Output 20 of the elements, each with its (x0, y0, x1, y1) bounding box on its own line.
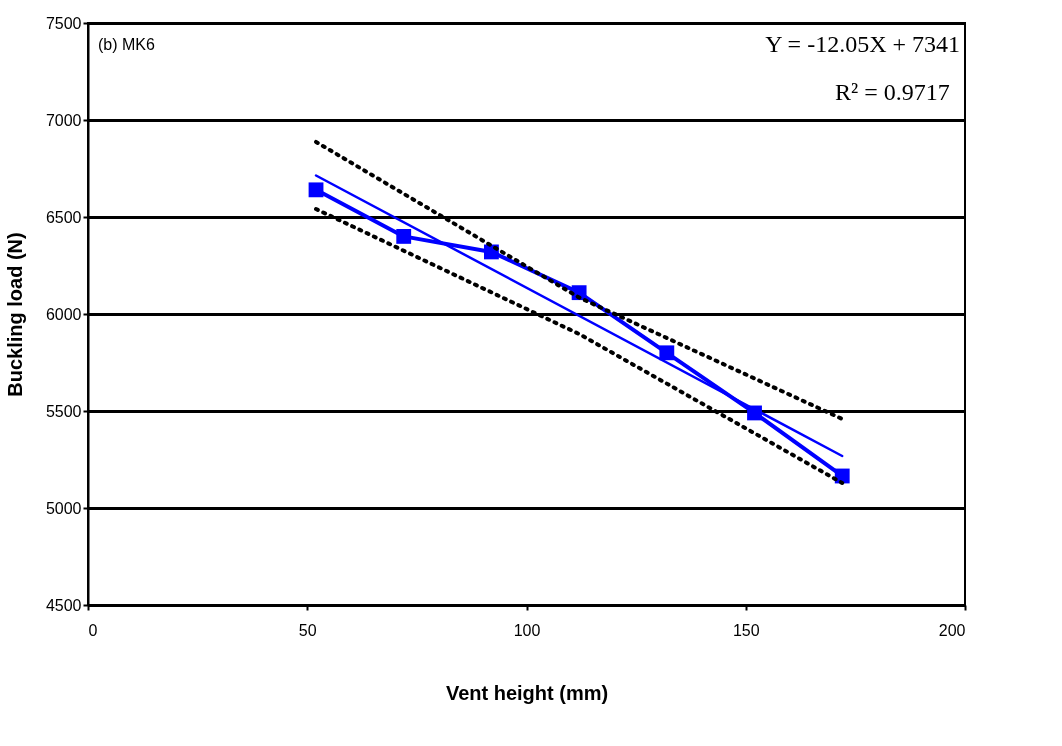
y-tick-label: 6500 (45, 208, 82, 226)
y-tick-label: 7000 (45, 111, 82, 129)
x-tick-label: 200 (938, 621, 966, 639)
y-tick-label: 5000 (45, 499, 82, 517)
y-tick-label: 7500 (45, 14, 82, 32)
x-tick-label: 150 (732, 621, 760, 639)
point (396, 228, 412, 244)
y-tick-label: 6000 (45, 305, 82, 323)
y-axis-title: Buckling load (N) (3, 232, 26, 397)
annotation: R² = 0.9717 (835, 79, 950, 105)
x-axis-title: Vent height (mm) (445, 681, 609, 704)
y-tick-label: 4500 (45, 596, 82, 614)
point (659, 345, 675, 361)
x-tick-label: 0 (88, 621, 98, 639)
annotation: Y = -12.05X + 7341 (765, 31, 960, 57)
point (308, 182, 324, 198)
x-tick-label: 50 (298, 621, 317, 639)
x-tick-label: 100 (513, 621, 541, 639)
annotation: (b) MK6 (98, 36, 155, 53)
y-tick-label: 5500 (45, 402, 82, 420)
